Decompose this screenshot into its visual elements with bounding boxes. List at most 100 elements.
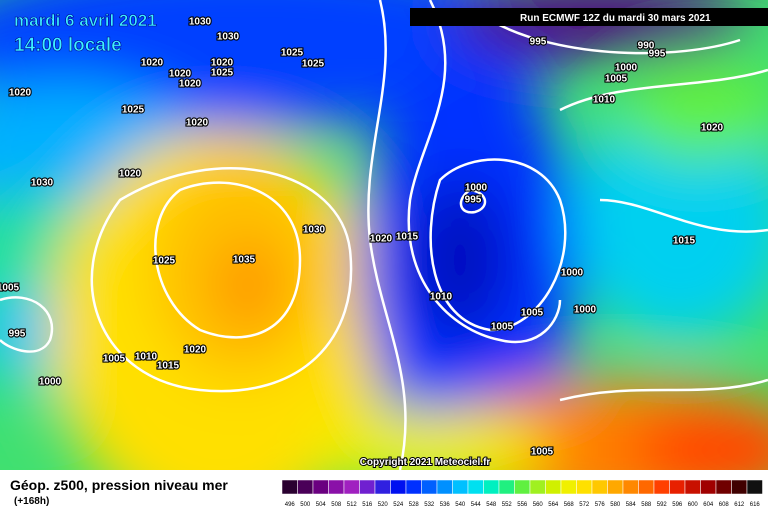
isobar-label: 995 (465, 195, 482, 206)
scale-label: 572 (579, 502, 590, 508)
scale-label: 548 (486, 502, 497, 508)
scale-swatch (529, 479, 546, 495)
isobar-label: 1020 (119, 169, 142, 180)
lead-time: (+168h) (14, 496, 49, 507)
color-scale: 496 500 504 508 512 516 520 524 528 532 536 540 544 5… (281, 479, 763, 508)
scale-label: 560 (533, 502, 544, 508)
isobar-label: 1020 (9, 88, 32, 99)
scale-label: 592 (657, 502, 668, 508)
isobar-label: 1030 (31, 178, 54, 189)
isobar-label: 1005 (491, 322, 514, 333)
isobar-label: 995 (9, 329, 26, 340)
isobar-label: 1020 (211, 58, 234, 69)
isobar-label: 1000 (615, 63, 638, 74)
scale-swatch (359, 479, 376, 495)
scale-label: 504 (316, 502, 327, 508)
scale-swatch (498, 479, 515, 495)
scale-swatch (700, 479, 717, 495)
isobar-label: 1020 (701, 123, 724, 134)
scale-swatch (405, 479, 422, 495)
isobar-label: 1020 (186, 118, 209, 129)
scale-label: 500 (300, 502, 311, 508)
isobar-label: 1000 (574, 305, 597, 316)
scale-label: 600 (688, 502, 699, 508)
scale-label: 508 (331, 502, 342, 508)
scale-swatch (545, 479, 562, 495)
scale-label: 512 (347, 502, 358, 508)
scale-swatch (467, 479, 484, 495)
scale-label: 536 (440, 502, 451, 508)
isobar-label: 1000 (39, 377, 62, 388)
scale-label: 568 (564, 502, 575, 508)
isobar-label: 1015 (673, 236, 696, 247)
isobar-label: 1025 (153, 256, 176, 267)
scale-swatch (607, 479, 624, 495)
scale-label: 544 (471, 502, 482, 508)
scale-label: 608 (719, 502, 730, 508)
isobar-label: 1005 (521, 308, 544, 319)
scale-label: 612 (734, 502, 745, 508)
time: 14:00 locale (14, 35, 122, 56)
run-box (410, 8, 768, 26)
isobar-label: 990 (638, 41, 655, 52)
scale-label: 516 (362, 502, 373, 508)
scale-label: 532 (424, 502, 435, 508)
scale-swatch (746, 479, 763, 495)
scale-label: 616 (750, 502, 761, 508)
isobar-label: 1020 (370, 234, 393, 245)
scale-swatch (731, 479, 748, 495)
scale-swatch (715, 479, 732, 495)
scale-swatch (312, 479, 329, 495)
isobar-label: 1020 (184, 345, 207, 356)
scale-label: 580 (610, 502, 621, 508)
scale-label: 604 (703, 502, 714, 508)
isobar-label: 1020 (169, 69, 192, 80)
footer-title: Géop. z500, pression niveau mer (10, 477, 228, 493)
scale-swatch (483, 479, 500, 495)
isobar-label: 1025 (122, 105, 145, 116)
scale-swatch (436, 479, 453, 495)
isobar-label: 1025 (281, 48, 304, 59)
scale-label: 596 (672, 502, 683, 508)
isobar-label: 995 (530, 37, 547, 48)
scale-label: 540 (455, 502, 466, 508)
isobar-label: 1010 (135, 352, 158, 363)
scale-swatch (653, 479, 670, 495)
isobar-label: 1020 (141, 58, 164, 69)
isobar-labels: 1030103010251025102010201020102510201020… (0, 16, 725, 459)
scale-label: 496 (285, 502, 296, 508)
isobar-label: 1015 (157, 361, 180, 372)
isobar-label: 1005 (0, 283, 20, 294)
scale-label: 552 (502, 502, 513, 508)
isobar-label: 1025 (211, 68, 234, 79)
scale-label: 524 (393, 502, 404, 508)
isobar-label: 1015 (396, 232, 419, 243)
isobar-label: 1005 (531, 447, 554, 458)
scale-swatch (684, 479, 701, 495)
scale-swatch (560, 479, 577, 495)
run-info: Run ECMWF 12Z du mardi 30 mars 2021 (520, 13, 711, 24)
isobar-label: 1010 (430, 292, 453, 303)
scale-swatch (622, 479, 639, 495)
scale-swatch (390, 479, 407, 495)
scale-swatch (297, 479, 314, 495)
scale-swatch (576, 479, 593, 495)
isobar-label: 1030 (217, 32, 240, 43)
scale-label: 576 (595, 502, 606, 508)
isobar-label: 1025 (302, 59, 325, 70)
scale-swatch (281, 479, 298, 495)
isobar-label: 995 (649, 49, 666, 60)
isobar-label: 1000 (465, 183, 488, 194)
isobar-label: 1005 (605, 74, 628, 85)
scale-label: 588 (641, 502, 652, 508)
isobar-label: 1030 (303, 225, 326, 236)
isobar-label: 1005 (103, 354, 126, 365)
isobar-label: 1000 (561, 268, 584, 279)
scale-swatch (514, 479, 531, 495)
copyright: Copyright 2021 Meteociel.fr (360, 457, 491, 468)
scale-label: 556 (517, 502, 528, 508)
scale-swatch (591, 479, 608, 495)
scale-swatch (421, 479, 438, 495)
scale-label: 584 (626, 502, 637, 508)
